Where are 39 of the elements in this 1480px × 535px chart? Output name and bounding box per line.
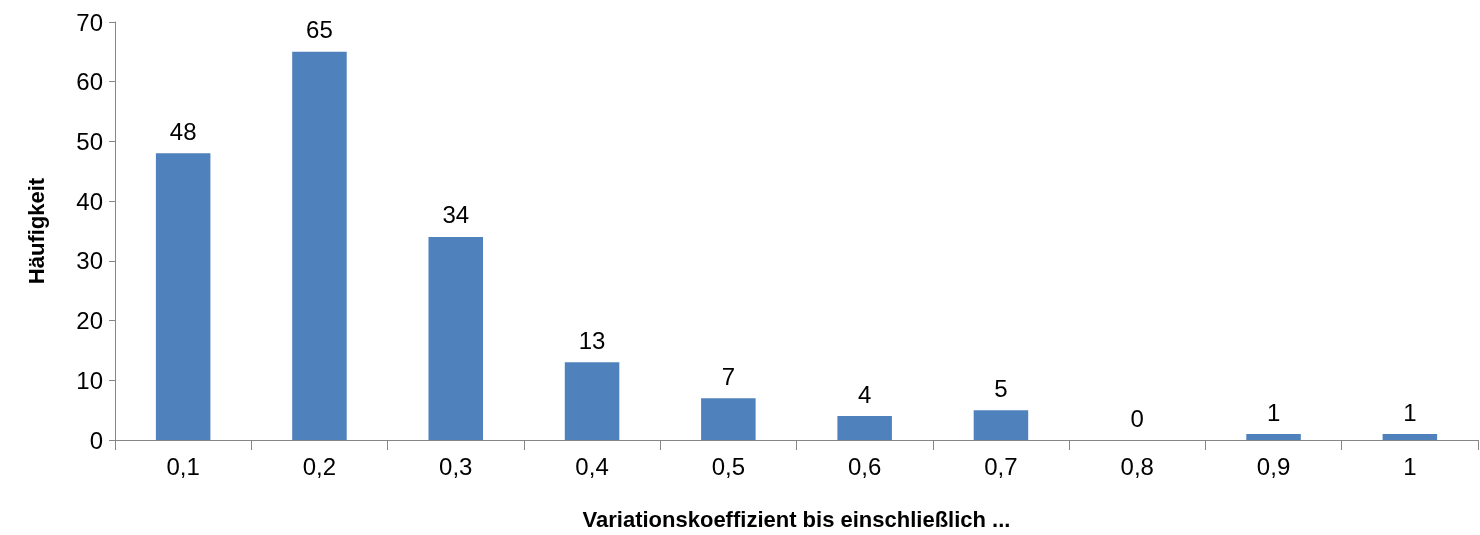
y-tick-label: 0 — [89, 426, 103, 454]
data-label: 7 — [721, 362, 736, 390]
x-tick-label: 0,3 — [439, 452, 473, 480]
data-label: 0 — [1130, 404, 1144, 432]
y-tick-label: 20 — [76, 307, 103, 335]
y-tick-label: 30 — [76, 247, 103, 275]
data-label: 34 — [442, 201, 470, 229]
data-label: 48 — [169, 117, 197, 145]
y-axis-title: Häufigkeit — [23, 177, 49, 285]
bar — [837, 416, 892, 440]
data-label: 1 — [1403, 398, 1417, 426]
bar — [701, 398, 756, 440]
y-tick-label: 10 — [76, 366, 103, 394]
bar — [155, 153, 211, 440]
x-tick-label: 0,9 — [1256, 452, 1291, 480]
x-tick-label: 0,5 — [711, 452, 746, 480]
bar — [1382, 434, 1438, 440]
x-axis-title: Variationskoeffizient bis einschließlich ... — [582, 506, 1011, 532]
y-tick-label: 40 — [76, 187, 103, 215]
x-tick-label: 1 — [1403, 452, 1417, 480]
x-tick-label: 0,2 — [302, 452, 337, 480]
x-tick-label: 0,1 — [166, 452, 200, 480]
y-tick-label: 60 — [76, 68, 103, 96]
y-tick-label: 70 — [76, 8, 103, 36]
y-tick-label: 50 — [76, 127, 103, 155]
bar — [1246, 434, 1301, 440]
data-label: 5 — [994, 374, 1008, 402]
bar — [973, 410, 1029, 440]
bar — [428, 236, 484, 440]
data-label: 1 — [1266, 398, 1281, 426]
data-label: 65 — [306, 16, 333, 44]
data-label: 13 — [578, 326, 606, 354]
bar — [292, 51, 347, 440]
data-label: 4 — [857, 380, 872, 408]
x-tick-label: 0,6 — [847, 452, 882, 480]
x-tick-label: 0,8 — [1120, 452, 1154, 480]
bar — [564, 362, 620, 440]
x-tick-label: 0,7 — [984, 452, 1018, 480]
x-tick-label: 0,4 — [575, 452, 609, 480]
